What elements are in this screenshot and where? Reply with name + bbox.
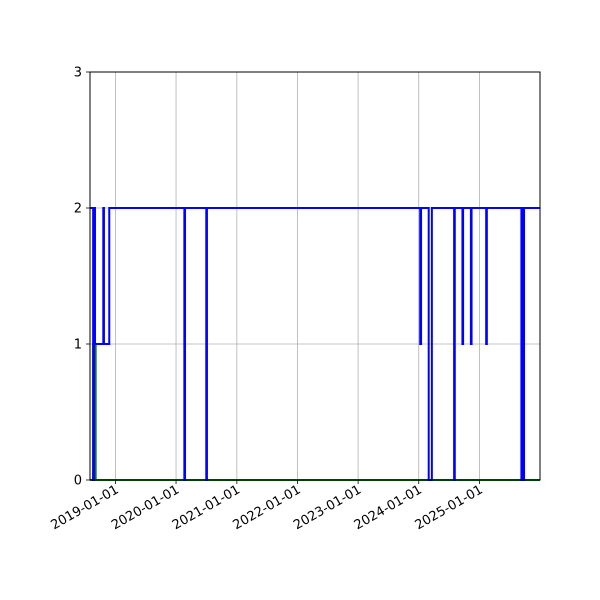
y-tick-label: 0 [74, 474, 82, 489]
series-line-2 [90, 207, 540, 481]
x-tick-label: 2020-01-01 [109, 482, 182, 533]
plot-area-frame [89, 71, 541, 481]
x-tick-label: 2024-01-01 [352, 482, 425, 533]
x-tick-label: 2021-01-01 [170, 482, 243, 533]
x-tick-label: 2022-01-01 [231, 482, 304, 533]
x-tick-label: 2019-01-01 [48, 482, 121, 533]
x-tick-label: 2025-01-01 [413, 482, 486, 533]
x-tick-label: 2023-01-01 [291, 482, 364, 533]
series-line-1 [90, 343, 540, 481]
y-tick-label: 2 [74, 202, 82, 217]
y-tick-label: 1 [74, 338, 82, 353]
y-tick-label: 3 [74, 66, 82, 81]
